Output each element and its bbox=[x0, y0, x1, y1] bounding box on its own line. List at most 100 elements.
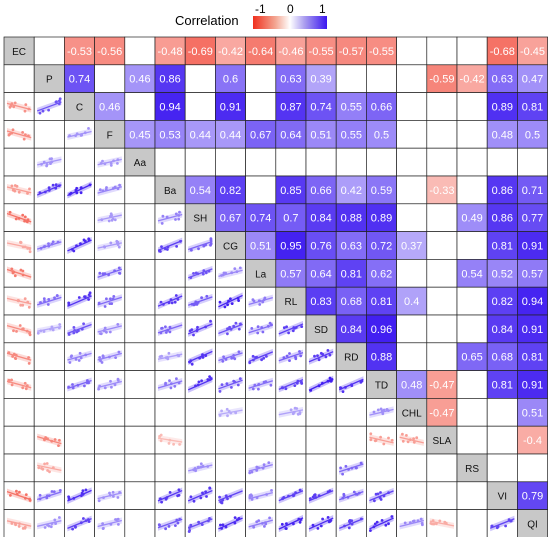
cell-RL-CHL bbox=[396, 286, 428, 316]
cell-RD-SLA bbox=[426, 342, 458, 371]
corr-value-Ba-QI: 0.71 bbox=[522, 185, 543, 197]
corr-value-P-C: 0.74 bbox=[69, 74, 90, 86]
scatter-RD-SH bbox=[187, 348, 213, 366]
scatter-QI-CG bbox=[218, 515, 243, 532]
cell-RL-SLA bbox=[426, 286, 458, 316]
cell-CHL-C bbox=[64, 398, 95, 427]
corr-value-F-Aa: 0.45 bbox=[129, 129, 150, 141]
legend-tick-zero: 0 bbox=[287, 2, 294, 16]
cell-F-CHL bbox=[396, 120, 428, 149]
corr-value-C-QI: 0.81 bbox=[522, 102, 543, 114]
cell-C-F bbox=[94, 92, 126, 121]
corr-value-RD-RS: 0.65 bbox=[461, 352, 482, 364]
scatter-VI-SD bbox=[308, 487, 334, 504]
corr-value-Ba-SLA: -0.33 bbox=[429, 185, 454, 197]
scatter-SD-RL bbox=[278, 320, 304, 337]
corr-value-CG-VI: 0.81 bbox=[492, 241, 513, 253]
cell-Aa-SLA bbox=[426, 147, 458, 177]
legend-title: Correlation bbox=[175, 13, 239, 28]
cell-RS-Ba bbox=[154, 453, 186, 483]
cell-SH-SH bbox=[184, 203, 216, 232]
cell-RD-VI bbox=[486, 342, 518, 371]
scatter-VI-EC bbox=[6, 488, 32, 503]
scatter-TD-RL bbox=[278, 376, 304, 393]
cell-SH-La bbox=[245, 203, 277, 232]
cell-EC-EC bbox=[3, 36, 35, 66]
corr-value-SH-CG: 0.67 bbox=[220, 213, 241, 225]
scatter-RL-SH bbox=[187, 293, 213, 309]
cell-La-Ba bbox=[154, 259, 186, 288]
corr-value-CG-TD: 0.72 bbox=[371, 241, 392, 253]
cell-La-Aa bbox=[124, 259, 156, 288]
corr-value-P-QI: 0.47 bbox=[522, 74, 543, 86]
corr-value-EC-F: -0.56 bbox=[97, 46, 122, 58]
corr-value-Ba-CG: 0.82 bbox=[220, 185, 241, 197]
cell-SLA-CG bbox=[215, 425, 246, 455]
cell-CG-SD bbox=[305, 231, 337, 260]
corr-value-VI-QI: 0.79 bbox=[522, 491, 543, 503]
scatter-SD-EC bbox=[6, 322, 32, 337]
scatter-RD-EC bbox=[6, 350, 32, 365]
scatter-Aa-P bbox=[37, 156, 62, 168]
scatter-CG-C bbox=[67, 237, 92, 254]
corr-value-SD-TD: 0.96 bbox=[371, 324, 392, 336]
scatter-SLA-Ba bbox=[157, 433, 183, 446]
cell-P-SLA bbox=[426, 64, 458, 93]
corr-value-RL-TD: 0.81 bbox=[371, 296, 392, 308]
cell-CG-VI bbox=[486, 231, 518, 260]
legend-tick-max: 1 bbox=[319, 2, 326, 16]
cell-Ba-RD bbox=[335, 175, 367, 205]
cell-C-SLA bbox=[426, 92, 458, 121]
scatter-QI-VI bbox=[489, 515, 515, 532]
cell-SLA-SD bbox=[305, 425, 337, 455]
corr-value-SD-QI: 0.91 bbox=[522, 324, 543, 336]
scatter-QI-EC bbox=[6, 517, 32, 530]
cell-SH-RL bbox=[275, 203, 307, 232]
scatter-CG-P bbox=[37, 238, 62, 253]
scatter-SD-Ba bbox=[157, 321, 183, 336]
corr-value-Ba-RL: 0.85 bbox=[280, 185, 301, 197]
scatter-F-C bbox=[67, 126, 92, 141]
scatter-RD-CG bbox=[218, 349, 243, 364]
corr-value-F-SH: 0.44 bbox=[190, 129, 211, 141]
corr-value-La-RS: 0.54 bbox=[461, 268, 482, 280]
cell-RS-RL bbox=[275, 453, 307, 483]
corr-value-Ba-RD: 0.42 bbox=[341, 185, 362, 197]
scatter-CG-Ba bbox=[157, 237, 183, 254]
corr-value-RL-SD: 0.83 bbox=[310, 296, 331, 308]
corr-value-F-RD: 0.55 bbox=[341, 129, 362, 141]
corr-value-TD-QI: 0.91 bbox=[522, 380, 543, 392]
diag-label-Aa: Aa bbox=[134, 158, 147, 169]
diag-label-CG: CG bbox=[223, 242, 238, 253]
cell-C-VI bbox=[486, 92, 518, 121]
cell-F-SH bbox=[184, 120, 216, 149]
corr-value-C-TD: 0.66 bbox=[371, 102, 392, 114]
cell-TD-RS bbox=[456, 370, 488, 399]
cell-F-VI bbox=[486, 120, 518, 149]
cell-F-La bbox=[245, 120, 277, 149]
cell-SD-RS bbox=[456, 314, 488, 344]
corr-value-P-SD: 0.39 bbox=[310, 74, 331, 86]
corr-value-EC-SD: -0.55 bbox=[309, 46, 334, 58]
corr-value-La-TD: 0.62 bbox=[371, 268, 392, 280]
cell-SLA-F bbox=[94, 425, 126, 455]
cell-RD-QI bbox=[517, 342, 548, 371]
scatter-SD-CG bbox=[218, 321, 243, 337]
cell-RD-RD bbox=[335, 342, 367, 371]
cell-RS-VI bbox=[486, 453, 518, 483]
cell-RL-SD bbox=[305, 286, 337, 316]
scatter-CHL-TD bbox=[369, 406, 394, 419]
cell-CHL-SH bbox=[184, 398, 216, 427]
scatter-SLA-CHL bbox=[399, 432, 424, 446]
cell-La-P bbox=[33, 259, 65, 288]
scatter-RS-P bbox=[37, 462, 62, 474]
cell-RS-SLA bbox=[426, 453, 458, 483]
cell-EC-QI bbox=[517, 36, 548, 66]
cell-SH-CHL bbox=[396, 203, 428, 232]
cell-SD-RD bbox=[335, 314, 367, 344]
scatter-QI-RL bbox=[278, 514, 304, 533]
scatter-CG-EC bbox=[6, 239, 32, 254]
corr-value-La-VI: 0.52 bbox=[492, 268, 513, 280]
cell-Aa-Aa bbox=[124, 147, 156, 177]
legend-color-bar bbox=[253, 16, 327, 29]
